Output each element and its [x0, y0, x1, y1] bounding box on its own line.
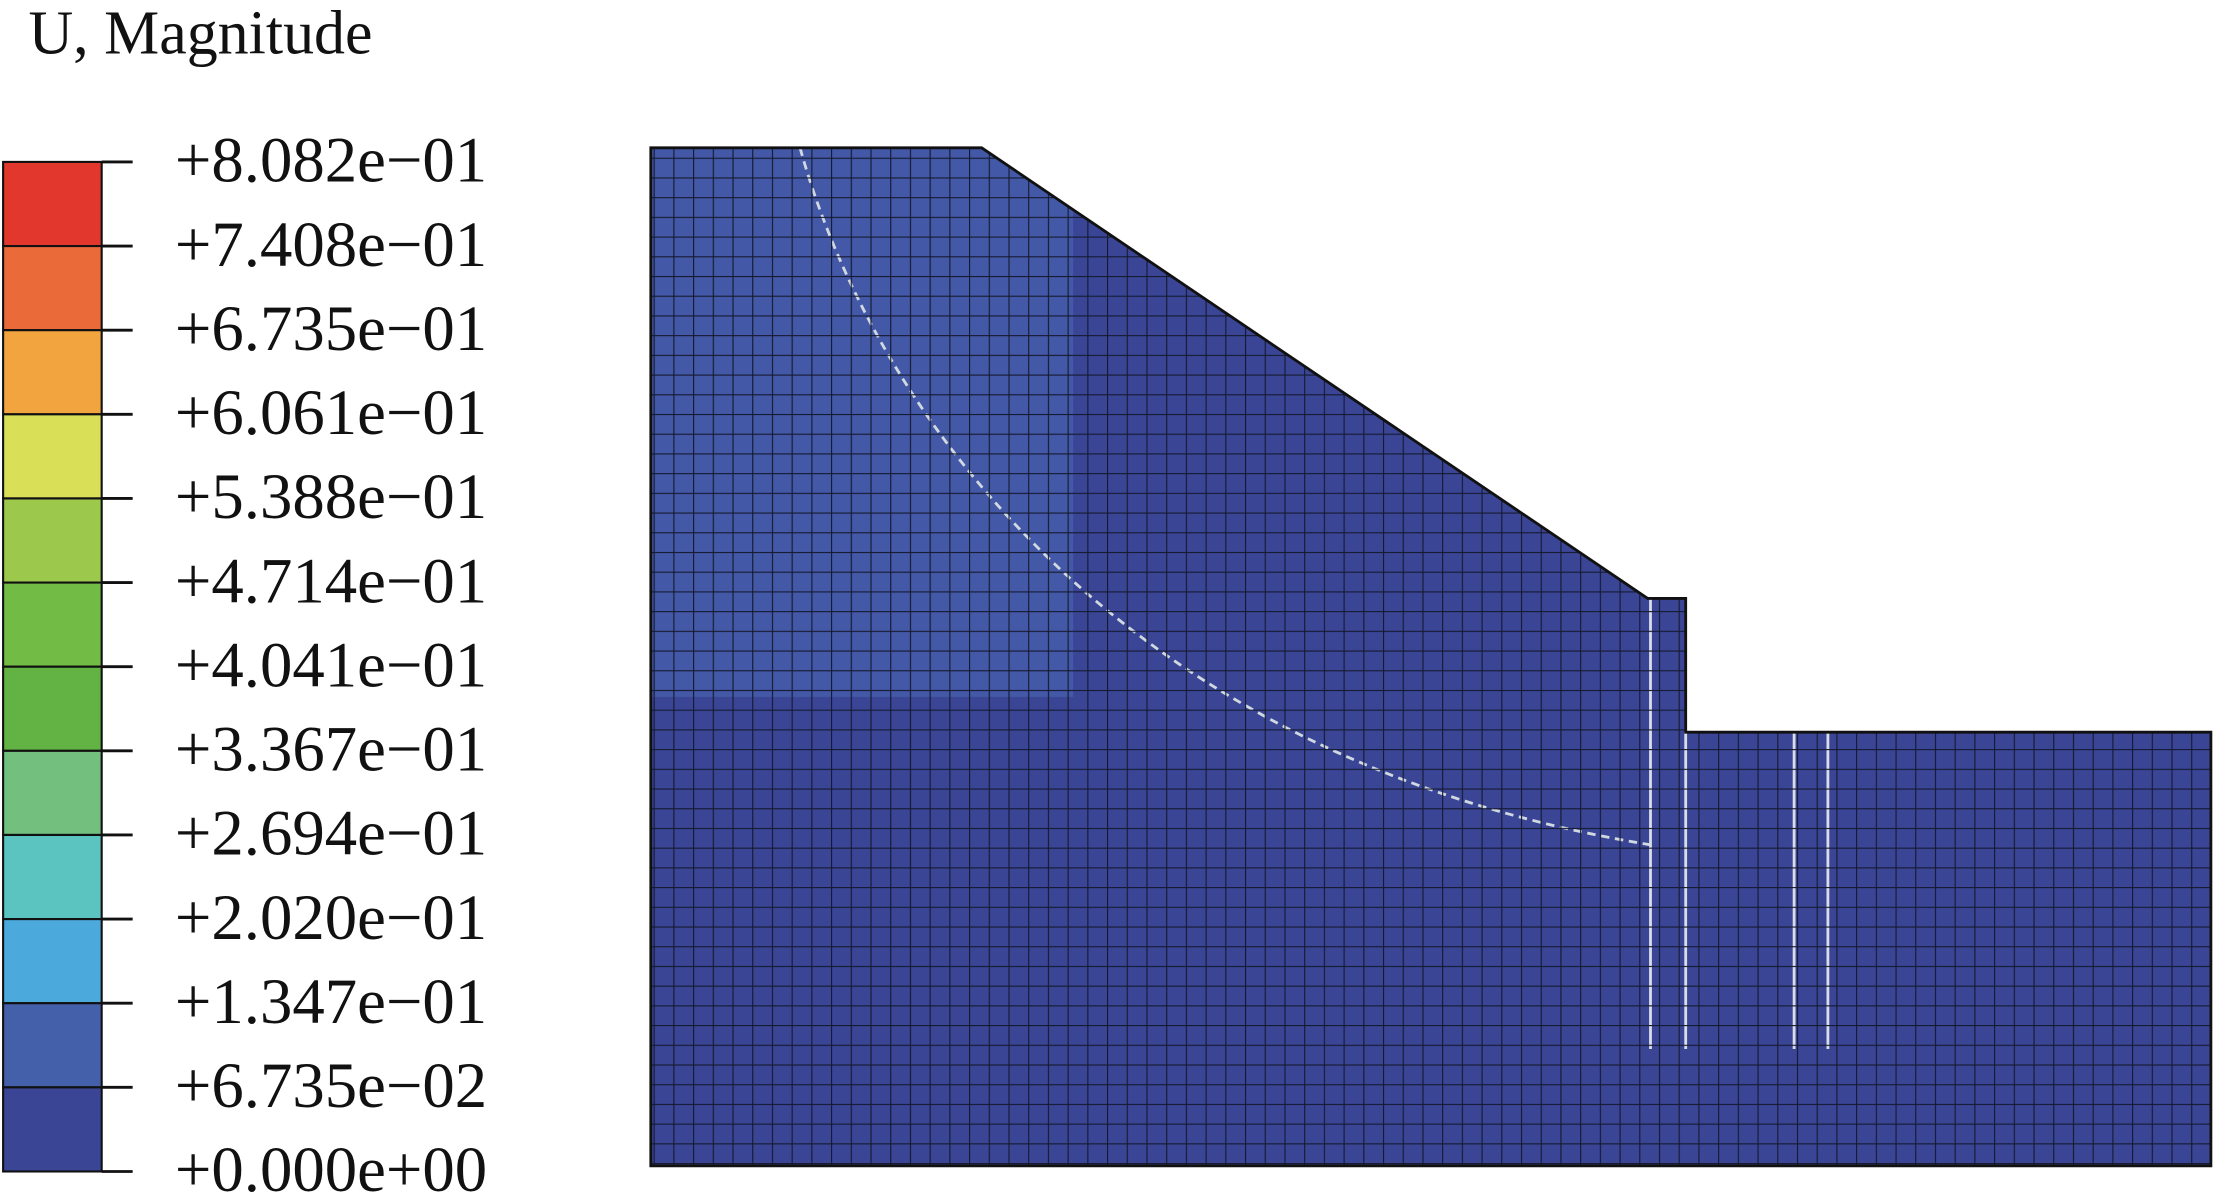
legend-band [2, 1086, 103, 1173]
legend-label: +4.714e−01 [175, 545, 487, 617]
model [650, 147, 2211, 1166]
legend-band [2, 833, 103, 921]
legend-label: +2.694e−01 [175, 798, 487, 870]
legend-label: +6.735e−01 [175, 293, 487, 365]
legend-band [2, 1002, 103, 1089]
legend-label: +8.082e−01 [175, 125, 487, 197]
legend-label: +3.367e−01 [175, 714, 487, 786]
legend-band [2, 918, 103, 1005]
legend: +8.082e−01 +7.408e−01 +6.735e−01 +6.061e−01… [2, 125, 487, 1194]
legend-label: +2.020e−01 [175, 882, 487, 954]
legend-band [2, 581, 103, 668]
legend-band [2, 329, 103, 416]
legend-label: +5.388e−01 [175, 461, 487, 533]
legend-band [2, 244, 103, 332]
legend-label: +1.347e−01 [175, 966, 487, 1038]
model-outline [649, 146, 2213, 1168]
mesh [650, 147, 2211, 1166]
legend-label: +7.408e−01 [175, 209, 487, 281]
legend-band [2, 665, 103, 752]
legend-band [2, 497, 103, 584]
legend-label: +6.061e−01 [175, 377, 487, 449]
legend-band [2, 160, 103, 248]
legend-band [2, 413, 103, 500]
legend-label: +6.735e−02 [175, 1050, 487, 1122]
legend-band [2, 749, 103, 837]
legend-title: U, Magnitude [28, 0, 372, 68]
legend-label: +4.041e−01 [175, 629, 487, 701]
legend-label: +0.000e+00 [175, 1134, 487, 1194]
